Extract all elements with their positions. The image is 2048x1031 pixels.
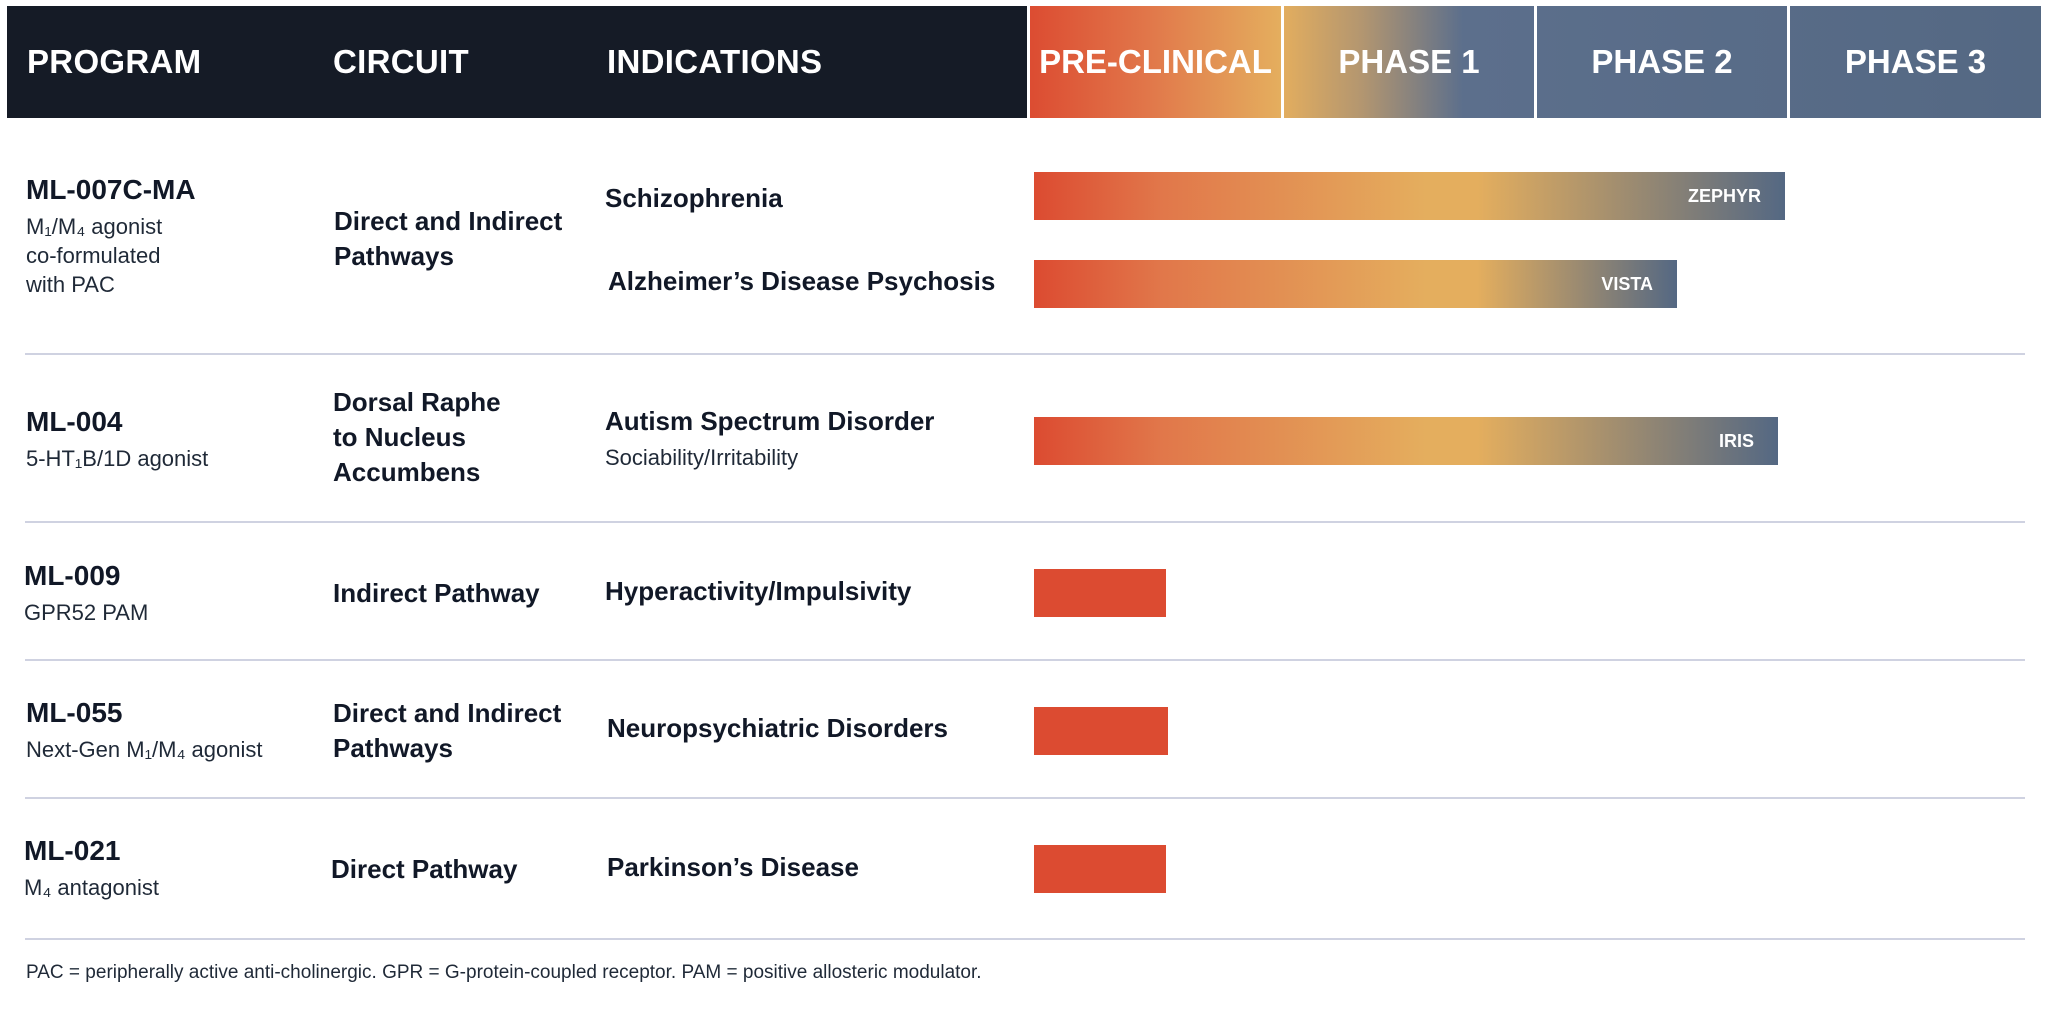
header-phase-1: PHASE 1 (1338, 43, 1480, 80)
pipeline-header: PROGRAM CIRCUIT INDICATIONS PRE-CLINICAL… (7, 6, 2041, 118)
indication-cell: Autism Spectrum Disorder Sociability/Irr… (605, 406, 934, 471)
trial-label: VISTA (1601, 273, 1653, 294)
program-desc-line: GPR52 PAM (24, 600, 149, 625)
circuit-cell: Dorsal Raphe to Nucleus Accumbens (333, 385, 501, 490)
circuit-line: Direct and Indirect (334, 206, 563, 236)
row-divider (25, 938, 2025, 940)
program-cell: ML-009 GPR52 PAM (24, 560, 148, 627)
circuit-cell: Direct and Indirect Pathways (333, 696, 561, 766)
program-code: ML-055 (26, 697, 123, 728)
program-cell: ML-004 5-HT₁B/1D agonist (26, 406, 208, 473)
pipeline-bar (1034, 845, 1166, 893)
circuit-line: Dorsal Raphe (333, 387, 501, 417)
header-circuit: CIRCUIT (333, 43, 469, 80)
trial-label: IRIS (1718, 430, 1754, 451)
row-divider (25, 797, 2025, 799)
pipeline-bar (1034, 569, 1166, 617)
program-desc-line: 5-HT₁B/1D agonist (26, 446, 209, 471)
row-divider (25, 353, 2025, 355)
phase-separator (1534, 6, 1537, 118)
indication-sublabel: Sociability/Irritability (605, 445, 799, 470)
circuit-line: Pathways (333, 733, 453, 763)
pipeline-bar: ZEPHYR (1034, 172, 1785, 220)
phase-separator (1787, 6, 1790, 118)
header-phase-3: PHASE 3 (1844, 43, 1987, 80)
program-desc-line: M₁/M₄ agonist (26, 214, 163, 239)
circuit-cell: Indirect Pathway (333, 576, 540, 611)
circuit-line: Pathways (334, 241, 454, 271)
program-desc-line: co-formulated (26, 243, 161, 268)
indication-label: Neuropsychiatric Disorders (607, 713, 949, 743)
program-desc-line: with PAC (26, 272, 115, 297)
indication-label: Hyperactivity/Impulsivity (605, 576, 912, 606)
pipeline-bar: VISTA (1034, 260, 1677, 308)
header-phase-preclinical: PRE-CLINICAL (1039, 43, 1272, 80)
trial-label: ZEPHYR (1687, 185, 1761, 206)
program-desc-line: M₄ antagonist (24, 875, 159, 900)
row-divider (25, 659, 2025, 661)
circuit-line: Indirect Pathway (333, 578, 540, 608)
circuit-line: Direct and Indirect (333, 698, 562, 728)
header-indications: INDICATIONS (607, 43, 823, 80)
phase-separator (1281, 6, 1284, 118)
pipeline-bar: IRIS (1034, 417, 1778, 465)
program-desc-line: Next-Gen M₁/M₄ agonist (26, 737, 263, 762)
circuit-line: Direct Pathway (331, 854, 518, 884)
pipeline-bar (1034, 707, 1168, 755)
row-divider (25, 521, 2025, 523)
circuit-cell: Direct and Indirect Pathways (334, 204, 562, 274)
circuit-cell: Direct Pathway (331, 852, 517, 887)
header-program: PROGRAM (27, 43, 202, 80)
footnote: PAC = peripherally active anti-cholinerg… (26, 962, 982, 983)
phase-separator (1027, 6, 1030, 118)
program-code: ML-004 (26, 406, 123, 437)
indication-label: Autism Spectrum Disorder (605, 406, 935, 436)
indication-label: Parkinson’s Disease (607, 852, 859, 882)
indication-label: Schizophrenia (605, 183, 783, 213)
program-code: ML-021 (24, 835, 121, 866)
program-code: ML-009 (24, 560, 121, 591)
circuit-line: Accumbens (333, 457, 481, 487)
circuit-line: to Nucleus (333, 422, 466, 452)
program-cell: ML-055 Next-Gen M₁/M₄ agonist (26, 697, 262, 764)
program-code: ML-007C-MA (26, 174, 196, 205)
indication-label: Alzheimer’s Disease Psychosis (608, 266, 996, 296)
header-phase-2: PHASE 2 (1591, 43, 1733, 80)
program-cell: ML-007C-MA M₁/M₄ agonist co-formulated w… (26, 174, 196, 299)
program-cell: ML-021 M₄ antagonist (24, 835, 159, 902)
